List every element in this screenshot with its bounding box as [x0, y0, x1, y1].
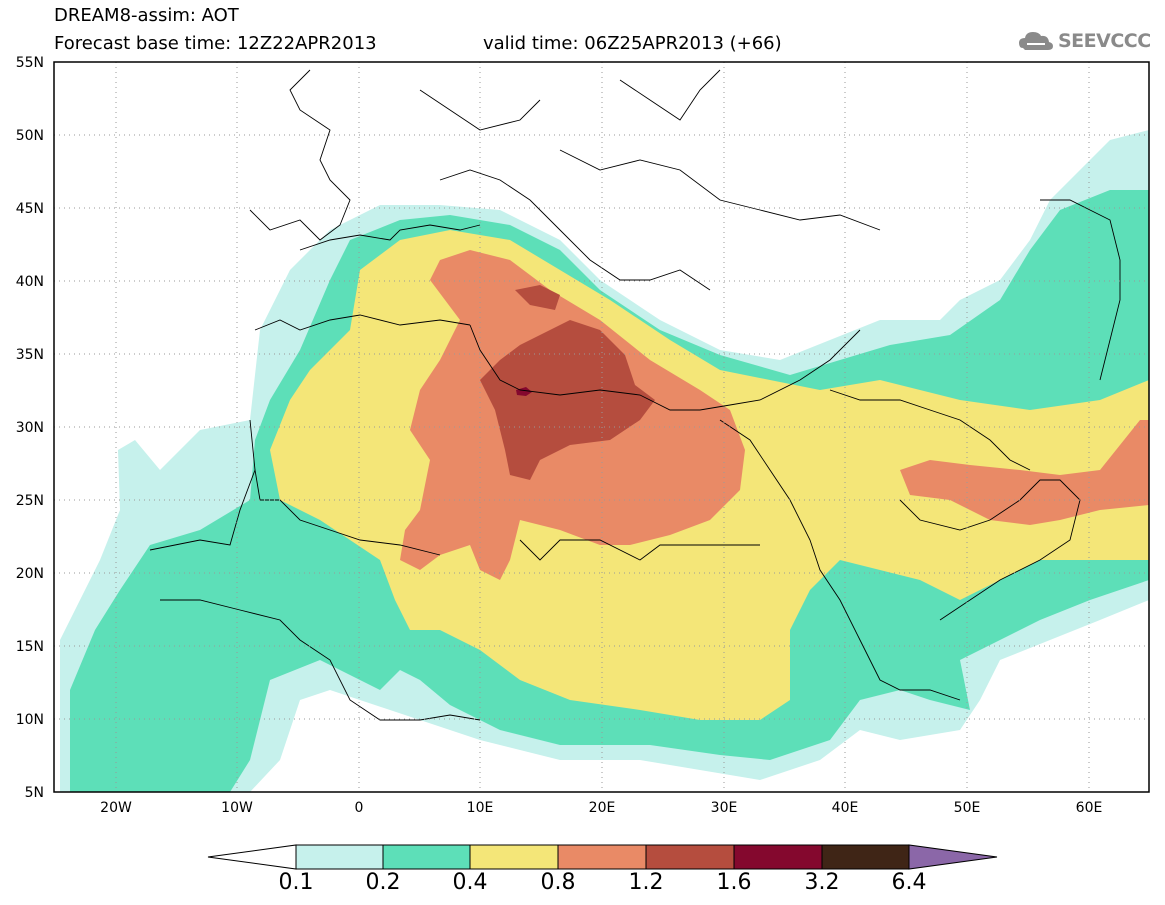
lat-label-25n: 25N: [15, 493, 44, 509]
lat-label-50n: 50N: [15, 128, 44, 144]
chart-title: DREAM8-assim: AOT: [54, 5, 239, 26]
colorbar-label-0.4: 0.4: [452, 870, 488, 895]
colorbar-label-0.1: 0.1: [278, 870, 314, 895]
lat-label-30n: 30N: [15, 420, 44, 436]
colorbar-label-3.2: 3.2: [804, 870, 840, 895]
lat-label-5n: 5N: [24, 785, 44, 801]
lon-label-60e: 60E: [1075, 800, 1103, 816]
lon-label-10w: 10W: [221, 800, 253, 816]
colorbar-label-1.2: 1.2: [628, 870, 664, 895]
lon-label-10e: 10E: [466, 800, 494, 816]
lat-label-15n: 15N: [15, 639, 44, 655]
cloud-logo-icon: [1019, 32, 1053, 50]
lat-label-20n: 20N: [15, 566, 44, 582]
colorbar-label-0.2: 0.2: [365, 870, 401, 895]
valid-time: valid time: 06Z25APR2013 (+66): [483, 33, 782, 54]
lon-label-20e: 20E: [588, 800, 616, 816]
aot-level-1.2: [480, 285, 655, 480]
lat-label-40n: 40N: [15, 274, 44, 290]
gridlines: [54, 62, 1149, 792]
lon-label-0: 0: [354, 800, 364, 816]
lat-label-45n: 45N: [15, 201, 44, 217]
lat-label-35n: 35N: [15, 347, 44, 363]
lon-label-30e: 30E: [710, 800, 738, 816]
colorbar-label-1.6: 1.6: [716, 870, 752, 895]
colorbar-label-0.8: 0.8: [540, 870, 576, 895]
aot-level-1.6: [516, 387, 532, 396]
lat-label-55n: 55N: [15, 55, 44, 71]
logo-text: SEEVCCC: [1058, 30, 1151, 52]
colorbar-label-6.4: 6.4: [891, 870, 927, 895]
lon-label-50e: 50E: [953, 800, 981, 816]
lon-label-40e: 40E: [831, 800, 859, 816]
coastlines: [149, 69, 1121, 721]
lon-label-20w: 20W: [100, 800, 132, 816]
lat-label-10n: 10N: [15, 712, 44, 728]
forecast-base-time: Forecast base time: 12Z22APR2013: [54, 33, 377, 54]
